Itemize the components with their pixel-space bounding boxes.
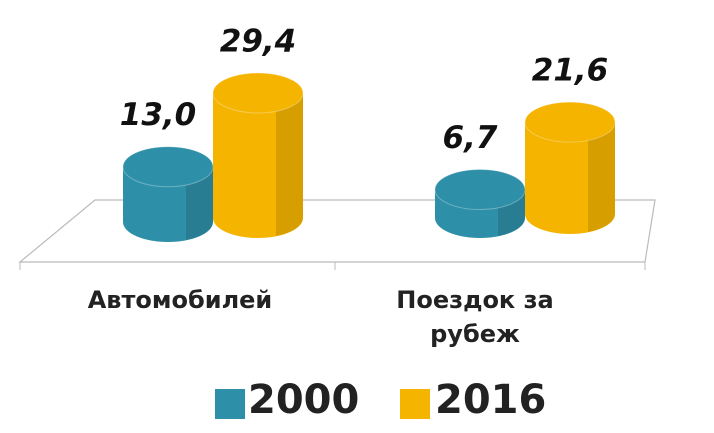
cylinder-body — [123, 166, 213, 242]
value-label: 21,6 — [532, 53, 609, 89]
legend-swatch — [400, 389, 430, 419]
value-label: 29,4 — [220, 24, 297, 60]
cylinder-shade — [276, 93, 303, 236]
cylinder-top — [122, 146, 214, 188]
cylinder-top — [524, 101, 616, 143]
cylinder-shade — [186, 166, 213, 240]
legend-label: 2016 — [435, 377, 547, 423]
cylinder-body — [525, 122, 615, 234]
cylinder — [434, 169, 526, 238]
value-label: 6,7 — [443, 120, 498, 156]
cylinder-body — [213, 93, 303, 238]
legend-swatch — [215, 389, 245, 419]
cylinder-shade — [588, 122, 615, 232]
cylinder-top — [434, 169, 526, 211]
cylinder — [524, 101, 616, 234]
cylinder — [212, 72, 304, 238]
cylinder-top — [212, 72, 304, 114]
value-label: 13,0 — [120, 97, 197, 133]
category-label: Поездок за рубеж — [396, 286, 554, 348]
category-label: Автомобилей — [87, 286, 273, 314]
cylinder — [122, 146, 214, 242]
legend-label: 2000 — [248, 377, 360, 423]
